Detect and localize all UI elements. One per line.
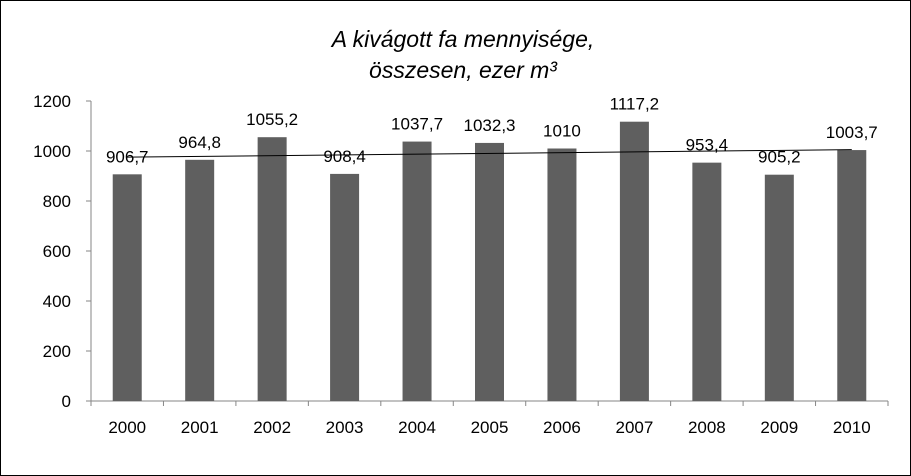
y-tick-label: 600 bbox=[43, 242, 71, 261]
data-label: 1003,7 bbox=[826, 123, 878, 142]
x-tick-label: 2004 bbox=[398, 418, 436, 437]
data-label: 953,4 bbox=[686, 136, 729, 155]
y-tick-label: 1200 bbox=[33, 92, 71, 111]
bar-2005 bbox=[475, 142, 504, 402]
y-tick-label: 0 bbox=[62, 392, 71, 411]
bar-2002 bbox=[257, 137, 287, 401]
data-label: 1032,3 bbox=[464, 116, 516, 135]
bar-2003 bbox=[330, 173, 360, 401]
data-label: 1037,7 bbox=[391, 115, 443, 134]
trendline bbox=[127, 149, 852, 158]
y-tick-label: 400 bbox=[43, 292, 71, 311]
x-tick-label: 2006 bbox=[543, 418, 581, 437]
y-axis: 0 200 400 600 800 1000 1200 bbox=[33, 92, 92, 411]
data-label: 908,4 bbox=[323, 147, 366, 166]
data-label: 905,2 bbox=[758, 148, 801, 167]
bars bbox=[112, 121, 867, 402]
x-tick-label: 2002 bbox=[253, 418, 291, 437]
y-tick-label: 200 bbox=[43, 342, 71, 361]
x-tick-label: 2000 bbox=[108, 418, 146, 437]
data-label: 1010 bbox=[543, 122, 581, 141]
bar-2010 bbox=[837, 150, 867, 401]
x-tick-label: 2003 bbox=[326, 418, 364, 437]
y-tick-label: 1000 bbox=[33, 142, 71, 161]
x-tick-label: 2001 bbox=[181, 418, 219, 437]
chart-title-line-2: összesen, ezer m³ bbox=[369, 57, 558, 83]
data-label: 964,8 bbox=[178, 133, 221, 152]
x-tick-label: 2009 bbox=[760, 418, 798, 437]
data-label: 1055,2 bbox=[246, 110, 298, 129]
bar-2006 bbox=[547, 148, 577, 401]
x-tick-label: 2007 bbox=[615, 418, 653, 437]
bar-2009 bbox=[764, 174, 794, 401]
x-axis: 2000 2001 2002 2003 2004 2005 2006 2007 2008 2009… bbox=[90, 400, 889, 437]
trendline-line bbox=[127, 149, 852, 158]
bar-2001 bbox=[185, 159, 215, 401]
bar-2000 bbox=[112, 174, 142, 401]
x-tick-label: 2010 bbox=[833, 418, 871, 437]
data-label: 1117,2 bbox=[610, 95, 659, 114]
x-tick-label: 2008 bbox=[688, 418, 726, 437]
chart-title-line-1: A kivágott fa mennyisége, bbox=[330, 26, 595, 52]
y-tick-label: 800 bbox=[43, 192, 71, 211]
x-tick-label: 2005 bbox=[471, 418, 509, 437]
bar-2007 bbox=[619, 121, 649, 401]
bar-2008 bbox=[692, 162, 722, 401]
bar-2004 bbox=[402, 141, 432, 401]
